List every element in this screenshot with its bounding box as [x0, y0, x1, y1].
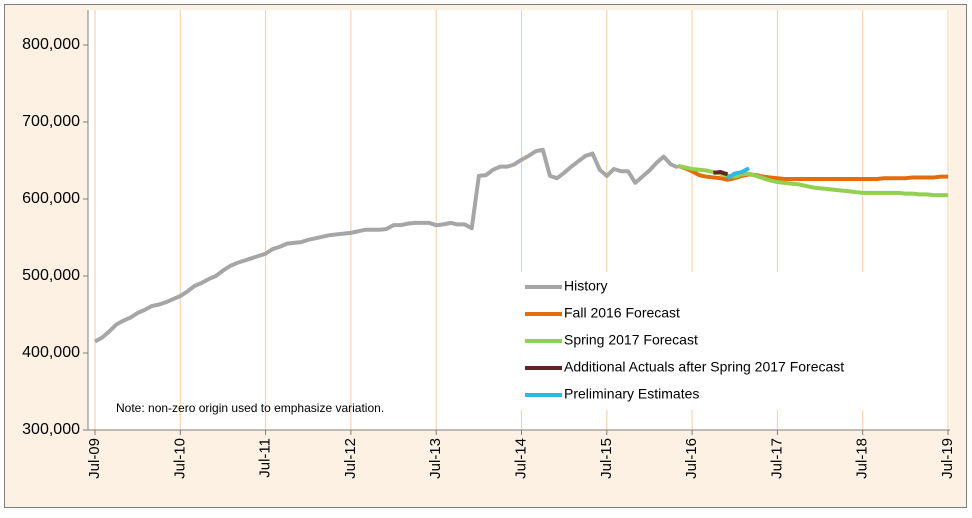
y-tick-label: 400,000 [22, 344, 80, 361]
y-tick-label: 700,000 [22, 113, 80, 130]
legend-box [520, 272, 930, 410]
series-line [94, 147, 679, 344]
y-tick-label: 300,000 [22, 421, 80, 438]
y-tick-label: 600,000 [22, 190, 80, 207]
note: Note: non-zero origin used to emphasize … [116, 401, 384, 415]
x-tick-label: Jul-16 [683, 438, 700, 479]
series-line [713, 170, 729, 177]
y-tick-label: 500,000 [22, 267, 80, 284]
x-tick-label: Jul-18 [854, 438, 871, 479]
legend-label: Fall 2016 Forecast [564, 305, 680, 321]
x-tick-label: Jul-17 [768, 438, 785, 479]
legend-label: Spring 2017 Forecast [564, 332, 698, 348]
x-tick-label: Jul-14 [512, 438, 529, 479]
series-line [677, 163, 948, 182]
series-line [726, 166, 750, 180]
x-tick-label: Jul-10 [171, 438, 188, 479]
legend-label: Preliminary Estimates [564, 386, 699, 402]
legend-label: Additional Actuals after Spring 2017 For… [564, 359, 844, 375]
x-tick-label: Jul-13 [427, 438, 444, 479]
legend-label: History [564, 278, 608, 294]
x-tick-label: Jul-12 [342, 438, 359, 479]
x-tick-label: Jul-15 [598, 438, 615, 479]
y-tick-label: 800,000 [22, 36, 80, 53]
x-tick-label: Jul-11 [257, 438, 274, 478]
x-tick-label: Jul-09 [86, 438, 103, 479]
x-tick-label: Jul-19 [939, 438, 956, 479]
